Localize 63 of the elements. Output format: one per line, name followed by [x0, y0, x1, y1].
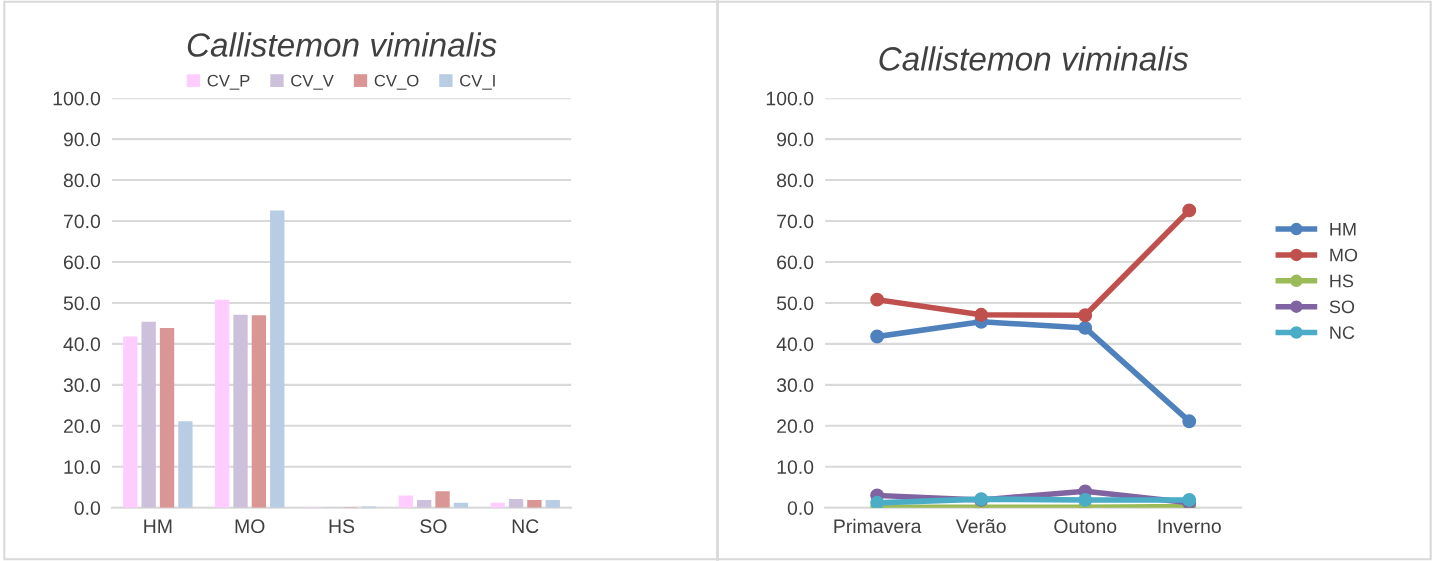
y-tick-label: 90.0 [63, 132, 101, 147]
bar [251, 315, 267, 508]
chart-title: Callistemon viminalis [187, 32, 497, 57]
point [870, 495, 885, 508]
bar [527, 499, 542, 508]
point [1078, 308, 1093, 323]
y-tick-label: 100.0 [53, 91, 101, 106]
x-tick-label: NC [512, 519, 539, 534]
legend-label: CV_V [291, 74, 334, 90]
x-tick-label: Verão [955, 518, 1006, 534]
bar [159, 327, 175, 508]
y-tick-label: 10.0 [64, 460, 101, 474]
x-tick-label: MO [235, 519, 265, 534]
point [1078, 492, 1093, 507]
point [974, 307, 989, 322]
y-tick-label: 60.0 [63, 255, 101, 270]
x-tick-label: Inverno [1158, 519, 1221, 534]
legend-label: MO [1330, 248, 1358, 262]
y-tick-label: 0.0 [74, 501, 101, 515]
point [870, 329, 885, 344]
bar [508, 499, 524, 508]
point [1182, 203, 1197, 218]
y-tick-label: 40.0 [776, 337, 814, 352]
y-tick-label: 30.0 [63, 378, 101, 393]
bar [398, 495, 413, 508]
chart-title: Callistemon viminalis [879, 46, 1189, 71]
legend-label: CV_I [460, 74, 495, 90]
x-tick-label: HM [144, 519, 172, 533]
y-tick-label: 80.0 [777, 173, 814, 188]
legend-label: HM [1330, 222, 1356, 236]
y-tick-label: 10.0 [777, 460, 814, 474]
y-tick-label: 20.0 [63, 419, 101, 434]
point [1078, 320, 1093, 335]
bar [270, 210, 285, 508]
x-tick-label: HS [329, 519, 355, 534]
y-tick-label: 50.0 [776, 296, 814, 311]
point [870, 292, 885, 307]
legend-label: NC [1330, 326, 1355, 340]
bar [435, 491, 450, 508]
y-tick-label: 90.0 [777, 132, 814, 147]
y-tick-label: 20.0 [777, 419, 814, 434]
y-tick-label: 30.0 [776, 378, 814, 393]
bar [178, 421, 193, 508]
y-tick-label: 50.0 [63, 296, 101, 311]
x-tick-label: SO [420, 519, 447, 534]
y-tick-label: 80.0 [63, 173, 101, 188]
bar [141, 321, 156, 508]
legend-label: CV_O [374, 74, 419, 90]
legend-label: SO [1329, 300, 1355, 314]
bar [123, 336, 138, 508]
y-tick-label: 100.0 [766, 91, 814, 106]
y-tick-label: 70.0 [63, 214, 101, 229]
bar [214, 299, 230, 508]
y-tick-label: 70.0 [777, 214, 814, 229]
bar [233, 314, 248, 508]
legend-label: CV_P [207, 74, 250, 90]
y-tick-label: 60.0 [777, 255, 814, 270]
x-tick-label: Outono [1054, 519, 1117, 534]
y-tick-label: 0.0 [787, 501, 814, 515]
point [1182, 414, 1197, 429]
x-tick-label: Primavera [834, 518, 922, 534]
y-tick-label: 40.0 [63, 337, 101, 352]
legend-label: HS [1330, 274, 1354, 288]
